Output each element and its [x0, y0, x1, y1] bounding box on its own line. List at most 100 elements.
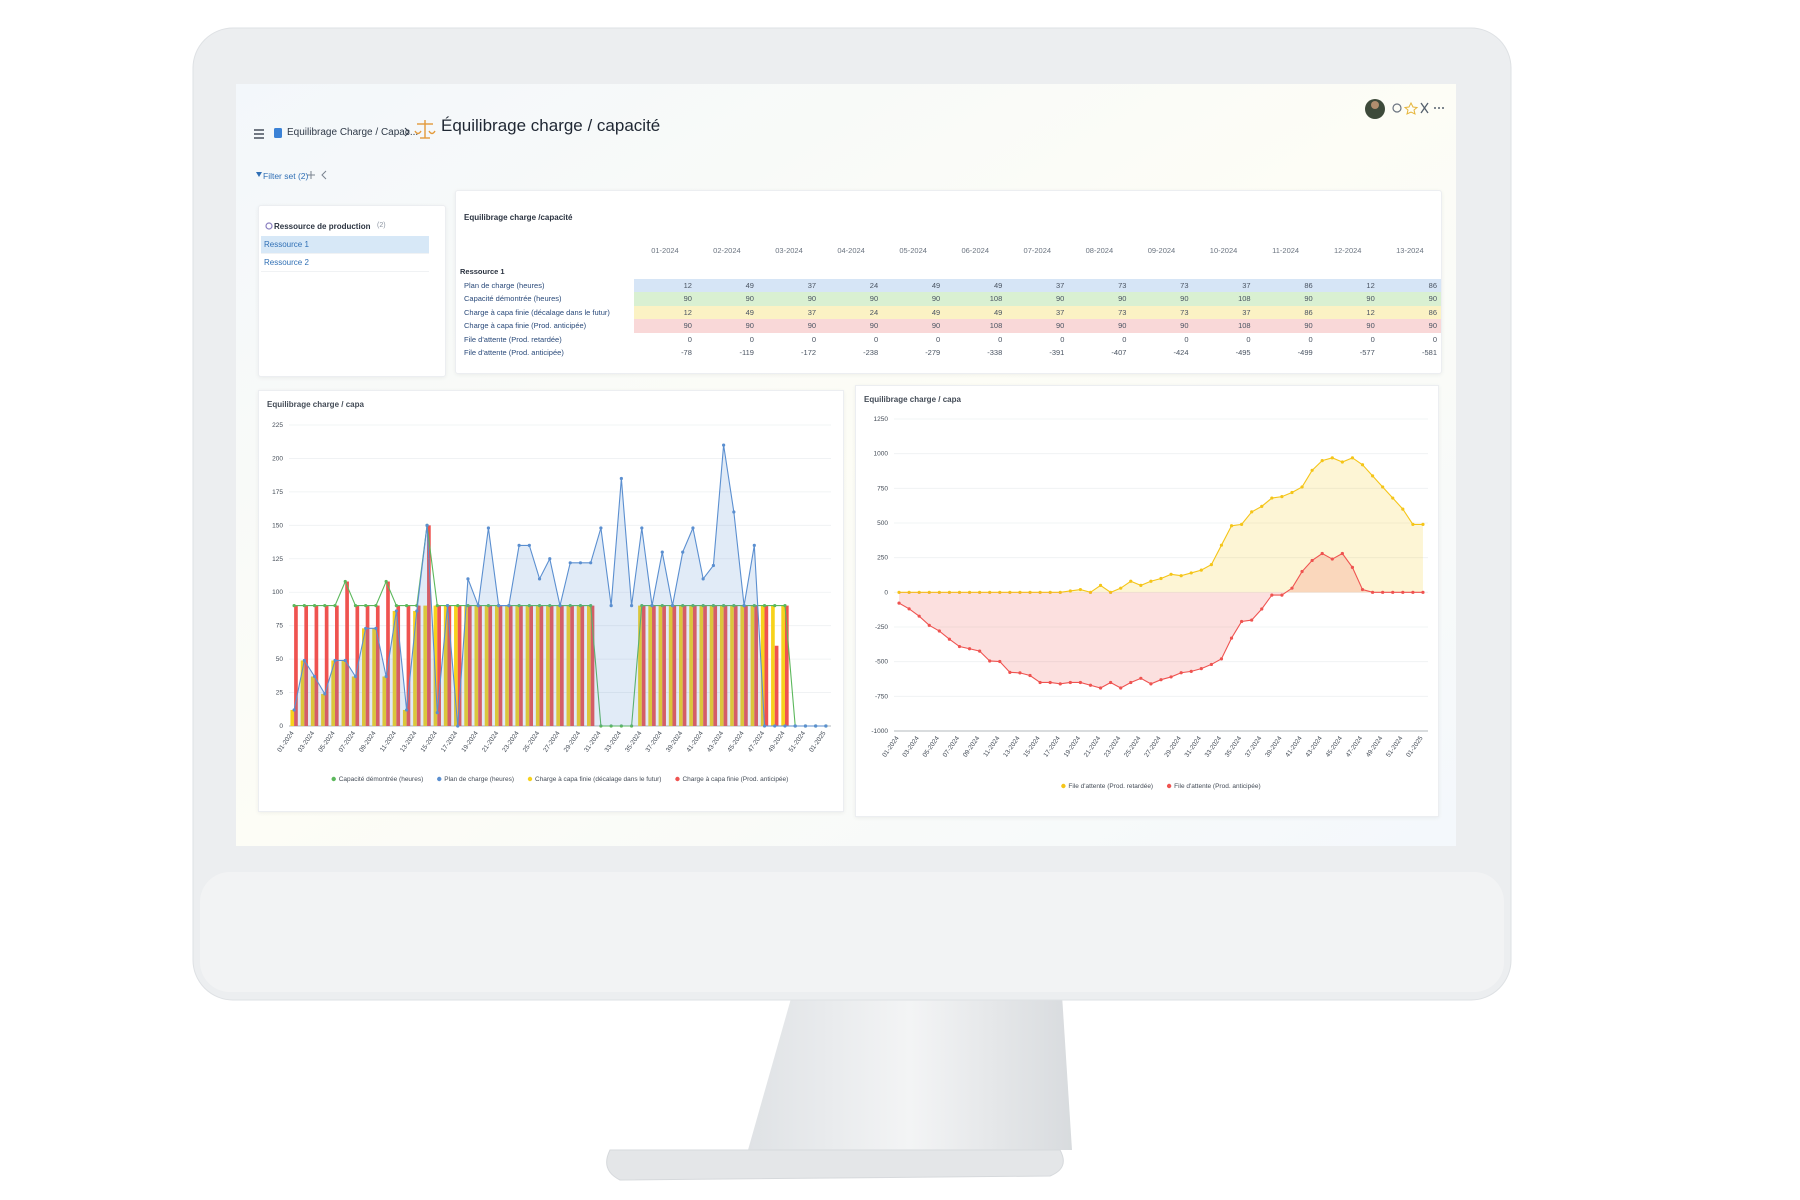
header-row: 01-2024 02-2024 03-2024 04-2024 05-2024 06-20…	[458, 235, 1441, 265]
bar	[784, 605, 789, 726]
bar	[703, 605, 707, 726]
cell-value: 0	[687, 334, 692, 344]
point	[364, 626, 368, 630]
x-tick-label: 51-2024	[1385, 735, 1405, 759]
filter-icon	[256, 172, 262, 177]
cell-value: 90	[1378, 319, 1441, 333]
point	[1280, 495, 1284, 499]
bar	[365, 605, 370, 726]
x-tick-label: 41-2024	[685, 730, 705, 754]
bar	[304, 605, 309, 726]
bar	[689, 605, 693, 726]
bar	[740, 605, 745, 726]
y-tick-label: 1000	[874, 451, 889, 458]
cell-value: 90	[882, 292, 945, 306]
column-header: 03-2024	[775, 245, 803, 255]
point	[978, 649, 982, 653]
point	[548, 604, 552, 608]
cell-value: 86	[1254, 305, 1317, 319]
bar	[546, 605, 550, 726]
cell-value: -407	[1111, 348, 1127, 358]
point	[998, 659, 1002, 664]
legend-marker	[675, 776, 680, 782]
point	[537, 604, 542, 608]
legend-label[interactable]: Charge à capa finie (Prod. anticipée)	[682, 776, 788, 783]
bar	[488, 605, 493, 726]
y-tick-label: 50	[276, 656, 284, 663]
point	[1008, 670, 1012, 674]
point	[722, 604, 726, 608]
point	[1189, 669, 1193, 673]
point	[384, 579, 388, 584]
point	[517, 543, 521, 547]
filter-add[interactable]	[307, 171, 315, 179]
point	[435, 711, 439, 715]
filter-set[interactable]: Filter set (2)	[263, 171, 309, 181]
y-tick-label: 175	[272, 489, 283, 496]
point	[1008, 590, 1012, 594]
bar	[638, 605, 642, 726]
monitor-chin	[200, 872, 1504, 992]
area-fill	[899, 457, 1423, 593]
point	[353, 674, 358, 679]
table-title: Equilibrage charge /capacité	[464, 213, 573, 222]
y-tick-label: 0	[884, 589, 888, 596]
cell-value: 90	[1316, 292, 1379, 306]
point	[302, 658, 306, 663]
bar	[771, 605, 775, 726]
bar	[467, 605, 472, 726]
point	[660, 604, 664, 608]
point	[609, 604, 613, 608]
filter-collapse[interactable]	[321, 170, 327, 180]
point	[1139, 676, 1143, 680]
point	[1018, 671, 1022, 675]
x-tick-label: 17-2024	[1042, 735, 1062, 759]
x-tick-label: 13-2024	[399, 730, 419, 754]
x-tick-label: 33-2024	[604, 730, 624, 754]
legend-label[interactable]: Charge à capa finie (décalage dans le fu…	[535, 776, 661, 783]
bar	[300, 660, 305, 726]
point	[701, 577, 705, 581]
legend-label[interactable]: File d'attente (Prod. anticipée)	[1174, 783, 1261, 790]
point	[486, 604, 491, 608]
x-tick-label: 45-2024	[1325, 735, 1345, 759]
resource-item[interactable]: Ressource 1	[261, 236, 429, 254]
more-icon[interactable]	[1434, 107, 1444, 109]
x-tick-label: 15-2024	[420, 730, 440, 754]
favorite-icon[interactable]	[1403, 101, 1419, 115]
tools-icon[interactable]	[1420, 102, 1429, 114]
breadcrumb[interactable]: Equilibrage Charge / Capac...	[287, 127, 419, 138]
bar	[560, 605, 564, 726]
point	[629, 604, 634, 608]
point	[1260, 504, 1264, 508]
cell-value: -499	[1297, 348, 1313, 358]
bar	[652, 605, 656, 726]
legend-marker	[331, 776, 336, 782]
cell-value: -78	[681, 348, 692, 358]
resource-item[interactable]: Ressource 2	[261, 254, 429, 272]
cell-value: 90	[1006, 319, 1069, 333]
row-label: File d'attente (Prod. anticipée)	[464, 348, 564, 358]
bar	[310, 676, 315, 726]
legend-label[interactable]: Capacité démontrée (heures)	[339, 776, 424, 783]
point	[897, 590, 901, 594]
cell-value: 12	[634, 278, 696, 292]
legend-label[interactable]: Plan de charge (heures)	[444, 776, 514, 783]
legend-label[interactable]: File d'attente (Prod. retardée)	[1068, 783, 1153, 790]
point	[578, 604, 583, 608]
x-tick-label: 01-2025	[808, 730, 828, 754]
point	[907, 590, 911, 594]
bar	[719, 605, 724, 726]
resource-count: (2)	[377, 222, 386, 229]
column-header: 11-2024	[1272, 245, 1300, 255]
bar	[386, 581, 390, 726]
bar	[730, 605, 734, 726]
bar	[576, 605, 581, 726]
data-row: Plan de charge (heures) 12 49 37 24 49 49 37 73 7…	[458, 278, 1441, 292]
bar	[519, 605, 523, 726]
point	[1028, 590, 1032, 594]
bar	[427, 525, 431, 726]
bar	[529, 605, 534, 726]
cell-value: 37	[1192, 278, 1255, 292]
history-icon[interactable]	[1392, 103, 1402, 113]
